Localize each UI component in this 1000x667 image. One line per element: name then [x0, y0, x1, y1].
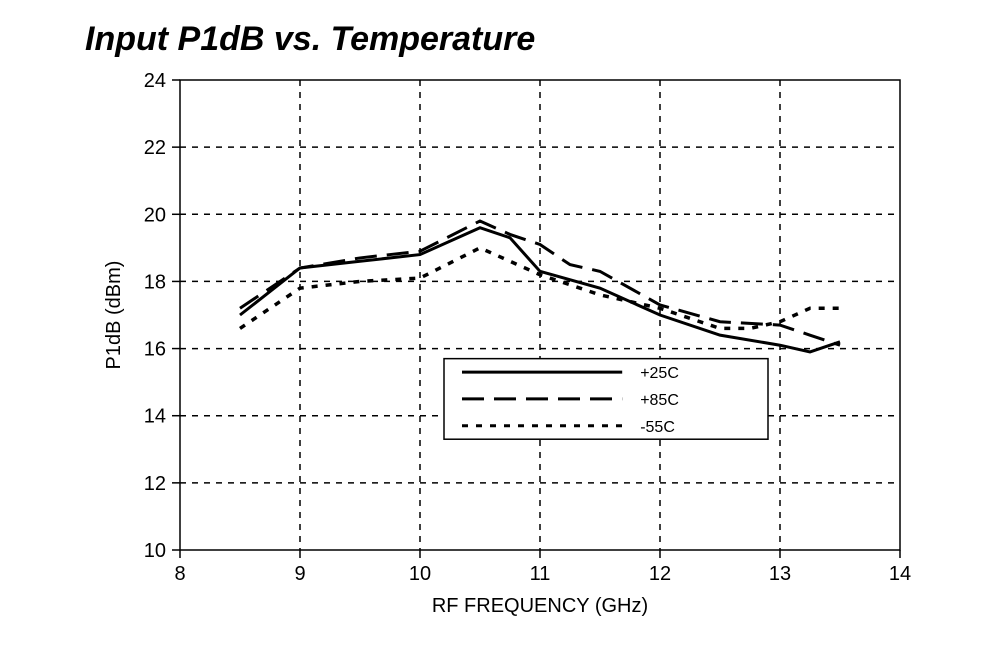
svg-text:RF FREQUENCY (GHz): RF FREQUENCY (GHz): [432, 595, 648, 617]
svg-text:20: 20: [144, 204, 166, 226]
svg-text:18: 18: [144, 271, 166, 293]
svg-text:14: 14: [889, 563, 911, 585]
svg-text:22: 22: [144, 137, 166, 159]
svg-text:+85C: +85C: [640, 392, 679, 409]
svg-text:10: 10: [409, 563, 431, 585]
svg-text:8: 8: [174, 563, 185, 585]
line-chart: 8 9 10 11 12 13 14 10 12 14 16 18 20 22 24 RF FREQUENCY…: [0, 0, 1000, 667]
svg-text:10: 10: [144, 540, 166, 562]
svg-text:14: 14: [144, 406, 166, 428]
svg-text:-55C: -55C: [640, 419, 675, 436]
svg-text:16: 16: [144, 339, 166, 361]
svg-text:24: 24: [144, 70, 166, 92]
svg-text:9: 9: [294, 563, 305, 585]
svg-text:P1dB (dBm): P1dB (dBm): [103, 261, 125, 370]
chart-svg: 8 9 10 11 12 13 14 10 12 14 16 18 20 22 24 RF FREQUENCY…: [0, 0, 1000, 667]
svg-text:12: 12: [144, 473, 166, 495]
svg-text:13: 13: [769, 563, 791, 585]
svg-text:+25C: +25C: [640, 365, 679, 382]
svg-text:12: 12: [649, 563, 671, 585]
svg-text:11: 11: [530, 563, 551, 585]
